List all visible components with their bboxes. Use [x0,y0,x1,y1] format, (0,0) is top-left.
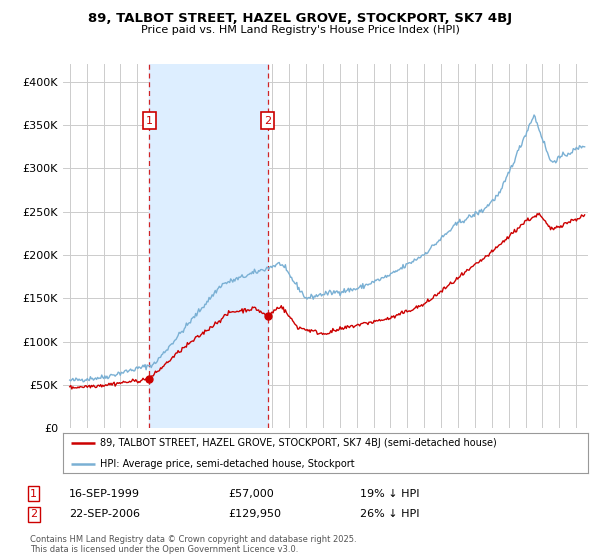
Text: Price paid vs. HM Land Registry's House Price Index (HPI): Price paid vs. HM Land Registry's House … [140,25,460,35]
Text: Contains HM Land Registry data © Crown copyright and database right 2025.
This d: Contains HM Land Registry data © Crown c… [30,535,356,554]
Text: 89, TALBOT STREET, HAZEL GROVE, STOCKPORT, SK7 4BJ: 89, TALBOT STREET, HAZEL GROVE, STOCKPOR… [88,12,512,25]
Bar [149,64,268,428]
Text: 22-SEP-2006: 22-SEP-2006 [69,509,140,519]
Text: 89, TALBOT STREET, HAZEL GROVE, STOCKPORT, SK7 4BJ (semi-detached house): 89, TALBOT STREET, HAZEL GROVE, STOCKPOR… [100,438,497,448]
Text: 26% ↓ HPI: 26% ↓ HPI [360,509,419,519]
Text: 2: 2 [30,509,37,519]
Text: 16-SEP-1999: 16-SEP-1999 [69,489,140,499]
Text: HPI: Average price, semi-detached house, Stockport: HPI: Average price, semi-detached house,… [100,459,355,469]
Text: 1: 1 [146,116,153,126]
Text: 2: 2 [264,116,271,126]
Text: £57,000: £57,000 [228,489,274,499]
Text: £129,950: £129,950 [228,509,281,519]
Text: 19% ↓ HPI: 19% ↓ HPI [360,489,419,499]
Text: 1: 1 [30,489,37,499]
